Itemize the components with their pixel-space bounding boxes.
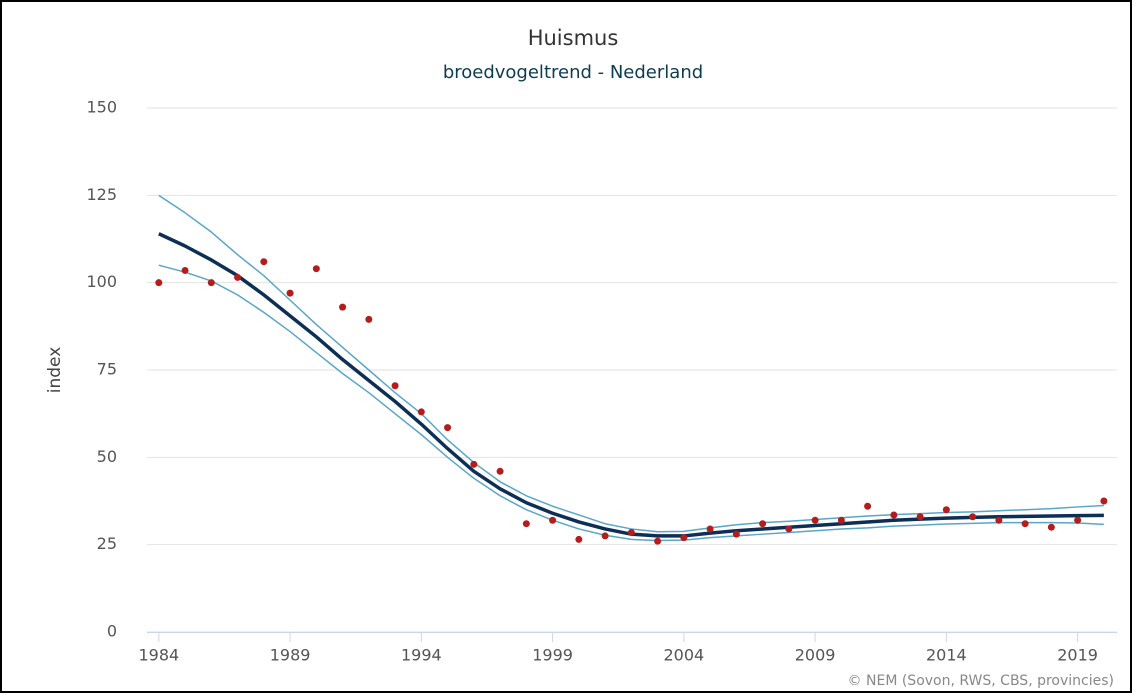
x-tick-label: 2004 (663, 646, 704, 665)
data-point (496, 467, 504, 475)
data-point (837, 516, 845, 524)
data-point (864, 502, 872, 510)
data-point (969, 513, 977, 521)
data-point (1074, 516, 1082, 524)
data-point (391, 382, 399, 390)
data-point (1021, 520, 1029, 528)
data-point (942, 506, 950, 514)
x-tick-label: 2019 (1057, 646, 1098, 665)
data-point (627, 528, 635, 536)
credit: © NEM (Sovon, RWS, CBS, provincies) (848, 673, 1114, 689)
data-point (1100, 497, 1108, 505)
y-tick-label: 150 (86, 98, 117, 117)
data-point (995, 516, 1003, 524)
chart-title: Huismus (528, 26, 619, 50)
data-point (654, 537, 662, 545)
data-point (155, 279, 163, 287)
data-point (417, 408, 425, 416)
x-tick-label: 2009 (795, 646, 836, 665)
x-tick-label: 1994 (401, 646, 442, 665)
data-point (549, 516, 557, 524)
trend-line (158, 264, 1104, 542)
data-point (759, 520, 767, 528)
x-tick-label: 1989 (270, 646, 311, 665)
x-tick-label: 1999 (532, 646, 573, 665)
data-point (601, 532, 609, 540)
data-point (181, 266, 189, 274)
data-point (706, 525, 714, 533)
y-tick-label: 100 (86, 272, 117, 291)
y-tick-label: 0 (107, 622, 117, 641)
data-point (286, 289, 294, 297)
data-point (680, 534, 688, 542)
data-point (365, 315, 373, 323)
y-tick-label: 125 (86, 185, 117, 204)
data-point (916, 513, 924, 521)
data-point (522, 520, 530, 528)
data-point (890, 511, 898, 519)
chart-subtitle: broedvogeltrend - Nederland (443, 62, 703, 83)
y-tick-label: 50 (97, 447, 117, 466)
data-point (339, 303, 347, 311)
y-axis-label: index (45, 347, 65, 394)
data-point (312, 265, 320, 273)
data-point (785, 525, 793, 533)
data-point (732, 530, 740, 538)
data-point (260, 258, 268, 266)
data-point (444, 424, 452, 432)
data-point (207, 279, 215, 287)
data-point (470, 460, 478, 468)
data-point (1047, 523, 1055, 531)
data-point (575, 535, 583, 543)
y-tick-label: 25 (97, 534, 117, 553)
x-tick-label: 2014 (926, 646, 967, 665)
data-point (234, 273, 242, 281)
data-point (811, 516, 819, 524)
x-tick-label: 1984 (138, 646, 179, 665)
y-tick-label: 75 (97, 360, 117, 379)
